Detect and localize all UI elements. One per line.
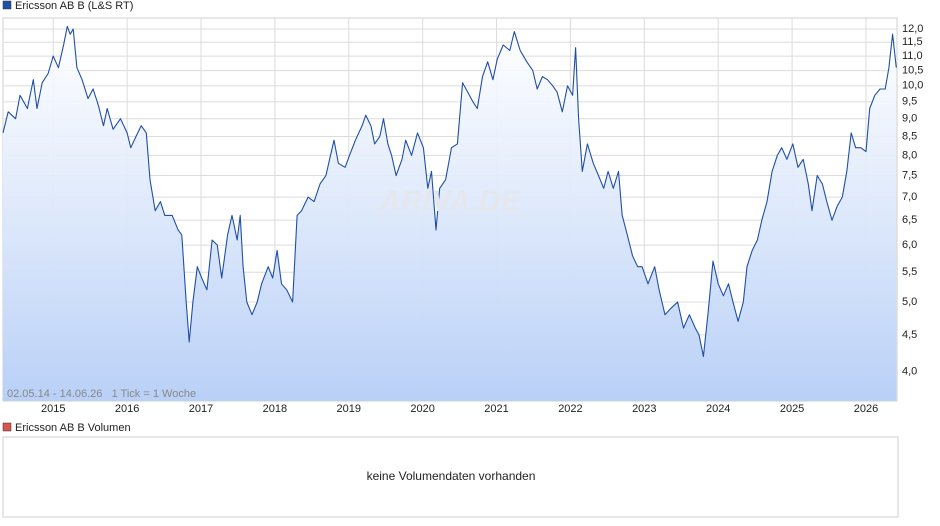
x-tick-label: 2025: [780, 403, 804, 415]
y-tick-label: 8,5: [902, 130, 917, 142]
y-tick-label: 7,0: [902, 191, 917, 203]
y-tick-label: 5,5: [902, 266, 917, 278]
x-tick-label: 2017: [189, 403, 213, 415]
y-tick-label: 10,5: [902, 65, 923, 77]
x-tick-label: 2016: [115, 403, 139, 415]
volume-legend-label: Ericsson AB B Volumen: [15, 422, 131, 434]
x-tick-label: 2020: [410, 403, 434, 415]
x-tick-label: 2019: [337, 403, 361, 415]
y-tick-label: 11,0: [902, 50, 923, 62]
price-area: [3, 26, 897, 402]
y-tick-label: 6,5: [902, 214, 917, 226]
x-tick-label: 2024: [706, 403, 730, 415]
y-tick-label: 9,5: [902, 96, 917, 108]
x-tick-label: 2023: [632, 403, 656, 415]
volume-legend-swatch: [2, 422, 12, 432]
y-tick-label: 6,0: [902, 239, 917, 251]
x-tick-label: 2018: [263, 403, 287, 415]
legend-label: Ericsson AB B (L&S RT): [15, 0, 133, 12]
volume-panel: [2, 436, 899, 518]
y-tick-label: 5,0: [902, 296, 917, 308]
x-tick-label: 2026: [854, 403, 878, 415]
x-tick-label: 2021: [484, 403, 508, 415]
y-tick-label: 10,0: [902, 80, 923, 92]
x-tick-label: 2015: [41, 403, 65, 415]
y-tick-label: 8,0: [902, 149, 917, 161]
legend-swatch: [2, 0, 12, 10]
volume-message: keine Volumendaten vorhanden: [367, 469, 536, 483]
y-tick-label: 12,0: [902, 23, 923, 35]
price-line: [2, 25, 897, 357]
x-tick-label: 2022: [558, 403, 582, 415]
y-tick-label: 9,0: [902, 113, 917, 125]
y-tick-label: 7,5: [902, 169, 917, 181]
range-annotation: 02.05.14 - 14.06.26 1 Tick = 1 Woche: [7, 388, 196, 400]
plot: [2, 25, 897, 402]
y-tick-label: 11,5: [902, 36, 923, 48]
y-tick-label: 4,0: [902, 365, 917, 377]
watermark: ARIVA.DE: [378, 185, 521, 218]
y-tick-label: 4,5: [902, 329, 917, 341]
